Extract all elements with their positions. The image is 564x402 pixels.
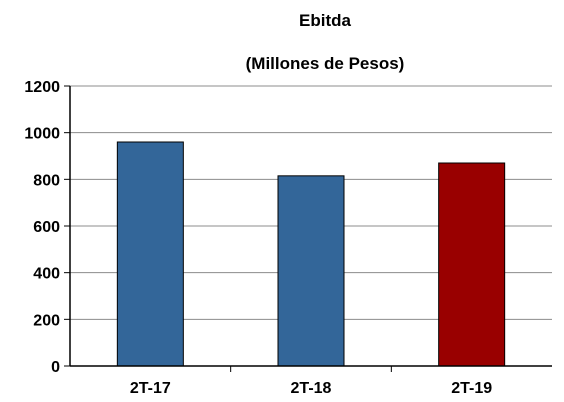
x-tick-label: 2T-17	[130, 380, 171, 397]
bars	[116, 141, 506, 367]
y-tick-label: 600	[33, 219, 60, 236]
x-tick-label: 2T-18	[291, 380, 332, 397]
y-tick-label: 400	[33, 266, 60, 283]
y-tick-label: 0	[51, 359, 60, 376]
bar-2t-18	[277, 175, 345, 367]
bar-2t-17	[116, 141, 184, 367]
y-tick-label: 1000	[24, 126, 60, 143]
y-tick-label: 200	[33, 312, 60, 329]
chart-title: Ebitda	[299, 11, 351, 30]
x-tick-label: 2T-19	[451, 380, 492, 397]
y-axis-ticks: 0 200 400 600 800 1000 1200	[24, 79, 70, 376]
y-tick-label: 800	[33, 172, 60, 189]
chart-subtitle: (Millones de Pesos)	[246, 54, 405, 73]
x-axis-ticks: 2T-17 2T-18 2T-19	[130, 366, 492, 397]
y-tick-label: 1200	[24, 79, 60, 96]
bar-2t-19	[438, 162, 506, 367]
